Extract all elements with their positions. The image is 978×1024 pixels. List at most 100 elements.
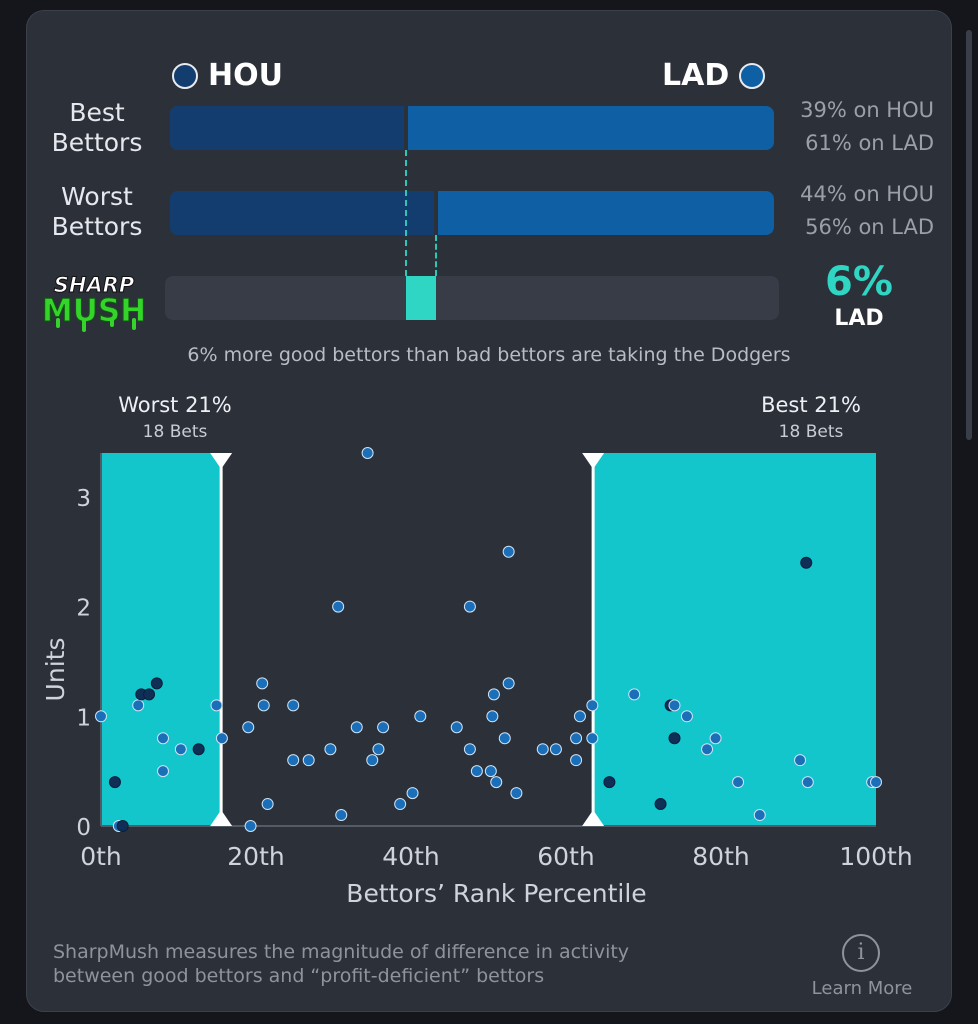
data-point <box>414 710 427 723</box>
data-point <box>210 699 223 712</box>
data-point <box>654 798 667 811</box>
data-point <box>603 776 616 789</box>
data-point <box>498 732 511 745</box>
data-point <box>800 556 813 569</box>
worst-cutoff-bottom-handle <box>210 810 233 826</box>
team-right-header: LAD <box>662 58 766 93</box>
data-point <box>242 721 255 734</box>
data-point <box>502 677 515 690</box>
info-icon[interactable]: i <box>842 934 880 972</box>
best-bettors-label-line1: Best <box>69 98 125 127</box>
data-point <box>324 743 337 756</box>
data-point <box>143 688 156 701</box>
bettors-rank-scatter-chart: 0 1 2 3 0th 20th 40th 60th 80th 100th Bettors’ Ran… <box>41 393 913 908</box>
best-cutoff-dashed-line <box>404 150 407 276</box>
data-point <box>484 765 497 778</box>
sharpmush-value: 6% <box>825 259 893 305</box>
data-point <box>709 732 722 745</box>
data-point <box>628 688 641 701</box>
worst-bettors-hou-segment <box>170 191 436 235</box>
data-point <box>502 545 515 558</box>
info-icon-glyph: i <box>857 940 865 965</box>
data-point <box>261 798 274 811</box>
worst-bettors-label: Worst Bettors <box>37 182 157 242</box>
best-bettors-lad-pct: 61% on LAD <box>805 131 934 155</box>
data-point <box>257 699 270 712</box>
data-point <box>116 820 129 832</box>
footer-line2: between good bettors and “profit-deficie… <box>53 965 545 987</box>
x-tick-label: 0th <box>80 842 122 871</box>
data-point <box>573 710 586 723</box>
sharpmush-diff-fill <box>405 276 436 320</box>
worst-bettors-lad-pct: 56% on LAD <box>805 215 934 239</box>
worst-group-label: Worst 21% <box>118 393 232 417</box>
data-point <box>287 699 300 712</box>
x-tick-label: 20th <box>227 842 284 871</box>
best-group-bets: 18 Bets <box>779 422 844 442</box>
team-left-dot-icon <box>172 62 198 89</box>
team-right-label: LAD <box>662 58 730 93</box>
best-bettors-bar <box>170 106 774 150</box>
data-point <box>287 754 300 767</box>
best-bettors-band <box>593 453 876 826</box>
data-point <box>450 721 463 734</box>
data-point <box>487 688 500 701</box>
data-point <box>463 600 476 613</box>
x-tick-label: 40th <box>382 842 439 871</box>
worst-bettors-bar <box>170 191 774 235</box>
data-point <box>174 743 187 756</box>
worst-bettors-label-line1: Worst <box>61 182 133 211</box>
x-tick-label: 80th <box>692 842 749 871</box>
best-cutoff-bottom-handle <box>582 810 605 826</box>
best-cutoff-top-handle <box>582 453 605 469</box>
data-point <box>668 699 681 712</box>
worst-bettors-band <box>101 453 222 826</box>
sharpmush-team: LAD <box>834 306 884 331</box>
data-point <box>470 765 483 778</box>
learn-more-link[interactable]: Learn More <box>811 978 913 999</box>
data-point <box>668 732 681 745</box>
data-point <box>372 743 385 756</box>
data-point <box>350 721 363 734</box>
best-bettors-label: Best Bettors <box>37 98 157 158</box>
y-tick-label: 2 <box>76 596 91 622</box>
worst-bettors-divider <box>433 191 438 235</box>
best-group-label: Best 21% <box>761 393 861 417</box>
y-tick-label: 0 <box>76 815 91 841</box>
y-tick-label: 1 <box>76 705 91 731</box>
data-point <box>394 798 407 811</box>
x-axis-title: Bettors’ Rank Percentile <box>346 879 646 908</box>
data-point <box>570 754 583 767</box>
data-point <box>490 776 503 789</box>
best-bettors-hou-segment <box>170 106 406 150</box>
best-bettors-label-line2: Bettors <box>51 128 143 157</box>
team-left-header: HOU <box>172 58 283 93</box>
data-point <box>536 743 549 756</box>
data-point <box>361 447 374 459</box>
sharpmush-caption: 6% more good bettors than bad bettors ar… <box>187 344 791 366</box>
worst-bettors-split: 44% on HOU 56% on LAD <box>760 178 934 244</box>
team-left-label: HOU <box>208 58 283 93</box>
data-point <box>510 787 523 800</box>
data-point <box>215 732 228 745</box>
data-point <box>680 710 693 723</box>
data-point <box>332 600 345 613</box>
sharpmush-logo-line1: SHARP <box>54 273 135 297</box>
data-point <box>157 765 169 778</box>
sharpmush-logo: SHARP MUSH <box>41 273 147 332</box>
data-point <box>377 721 390 734</box>
worst-bettors-label-line2: Bettors <box>51 212 143 241</box>
x-tick-label: 100th <box>839 842 912 871</box>
data-point <box>463 743 476 756</box>
best-bettors-divider <box>403 106 408 150</box>
scrollbar[interactable] <box>966 30 972 440</box>
data-point <box>586 699 599 712</box>
team-right-dot-icon <box>739 62 766 89</box>
best-bettors-split: 39% on HOU 61% on LAD <box>760 94 934 160</box>
slime-drips-icon <box>56 318 136 332</box>
best-bettors-hou-pct: 39% on HOU <box>800 98 934 122</box>
x-tick-label: 60th <box>537 842 594 871</box>
data-point <box>586 732 599 745</box>
worst-bettors-hou-pct: 44% on HOU <box>800 182 934 206</box>
data-point <box>108 776 121 789</box>
